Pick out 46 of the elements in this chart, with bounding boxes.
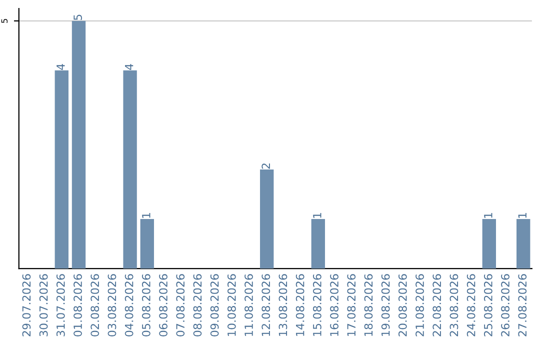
x-tick-label: 07.08.2026 xyxy=(176,274,185,336)
x-tick-label: 18.08.2026 xyxy=(364,274,373,336)
x-tick-label: 24.08.2026 xyxy=(466,274,476,336)
x-tick-label: 04.08.2026 xyxy=(124,274,134,336)
x-tick-label: 22.08.2026 xyxy=(432,274,442,336)
data-label: 4 xyxy=(125,64,134,70)
data-label: 1 xyxy=(313,213,322,218)
x-tick-label: 13.08.2026 xyxy=(278,274,288,336)
x-tick-label: 30.07.2026 xyxy=(39,274,48,336)
bar xyxy=(140,219,154,269)
x-tick-label: 20.08.2026 xyxy=(398,274,407,336)
data-label: 1 xyxy=(518,213,526,218)
x-tick-label: 16.08.2026 xyxy=(330,274,338,336)
bar xyxy=(482,219,496,269)
bar xyxy=(72,20,86,269)
x-tick-label: 02.08.2026 xyxy=(90,274,100,336)
x-tick-label: 10.08.2026 xyxy=(227,274,236,336)
bar xyxy=(54,70,68,269)
x-tick-label: 15.08.2026 xyxy=(312,274,322,336)
x-tick-label: 25.08.2026 xyxy=(484,274,492,336)
x-tick-label: 08.08.2026 xyxy=(193,274,202,336)
bar xyxy=(516,219,530,269)
x-tick-label: 29.07.2026 xyxy=(22,274,31,336)
data-label: 1 xyxy=(484,213,492,218)
data-label: 5 xyxy=(74,14,82,20)
data-label: 1 xyxy=(142,213,150,218)
x-tick-label: 03.08.2026 xyxy=(108,274,116,336)
x-tick-label: 06.08.2026 xyxy=(159,274,168,336)
x-tick-label: 12.08.2026 xyxy=(262,274,270,336)
x-tick-label: 21.08.2026 xyxy=(416,274,424,336)
data-label: 4 xyxy=(56,64,65,70)
x-tick-label: 26.08.2026 xyxy=(501,274,510,336)
x-tick-label: 19.08.2026 xyxy=(381,274,390,336)
x-tick-label: 05.08.2026 xyxy=(142,274,150,336)
x-tick-label: 17.08.2026 xyxy=(347,274,356,336)
x-tick-label: 09.08.2026 xyxy=(210,274,219,336)
x-tick-label: 27.08.2026 xyxy=(518,274,527,336)
bar xyxy=(260,170,274,269)
x-tick-label: 23.08.2026 xyxy=(450,274,458,336)
x-tick-label: 11.08.2026 xyxy=(244,274,253,336)
bar xyxy=(311,219,325,269)
data-label: 2 xyxy=(262,164,270,169)
bar xyxy=(123,70,137,269)
x-tick-label: 31.07.2026 xyxy=(56,274,65,336)
x-tick-label: 14.08.2026 xyxy=(296,274,304,336)
x-tick-label: 01.08.2026 xyxy=(74,274,82,336)
